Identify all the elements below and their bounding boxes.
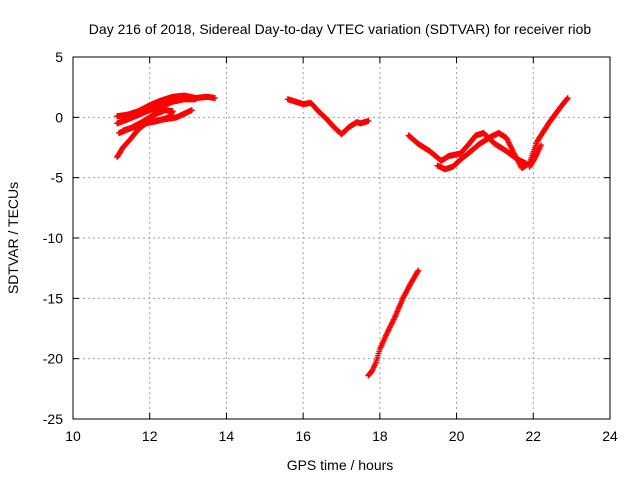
- y-tick-label: 5: [55, 49, 63, 65]
- series-segment-d-lower: [434, 95, 571, 173]
- x-tick-label: 14: [219, 428, 235, 444]
- data-point: [192, 96, 199, 103]
- y-tick-label: -20: [43, 351, 63, 367]
- x-tick-label: 16: [295, 428, 311, 444]
- data-point: [211, 95, 218, 102]
- x-axis-label: GPS time / hours: [287, 457, 394, 473]
- data-point: [564, 95, 571, 102]
- data-point: [365, 117, 372, 124]
- y-tick-label: 0: [55, 109, 63, 125]
- y-tick-label: -15: [43, 290, 63, 306]
- data-point: [564, 95, 571, 102]
- data-point: [537, 142, 544, 149]
- series-segment-d-tail: [526, 142, 544, 170]
- x-tick-label: 10: [65, 428, 81, 444]
- x-tick-label: 12: [142, 428, 158, 444]
- y-tick-label: -25: [43, 411, 63, 427]
- data-point: [188, 107, 195, 114]
- x-tick-label: 24: [602, 428, 618, 444]
- data-point: [415, 267, 422, 274]
- axis-ticks: 10 12 14 16 18 20 22 24 5 0 -5 -10 -15 -20 -25: [43, 49, 618, 444]
- x-tick-label: 18: [372, 428, 388, 444]
- series-segment-a-loop: [116, 107, 176, 137]
- data-point: [119, 127, 126, 134]
- data-point: [414, 268, 421, 275]
- y-tick-label: -5: [51, 170, 64, 186]
- series-segment-a-middle: [114, 96, 199, 127]
- x-tick-label: 22: [525, 428, 541, 444]
- y-tick-label: -10: [43, 230, 63, 246]
- y-axis-label: SDTVAR / TECUs: [5, 182, 21, 294]
- series-segment-b: [284, 96, 372, 138]
- x-tick-label: 20: [449, 428, 465, 444]
- chart-title: Day 216 of 2018, Sidereal Day-to-day VTE…: [89, 21, 592, 37]
- series-segment-c: [365, 267, 422, 379]
- grid: [73, 57, 610, 419]
- data-points: [114, 92, 571, 379]
